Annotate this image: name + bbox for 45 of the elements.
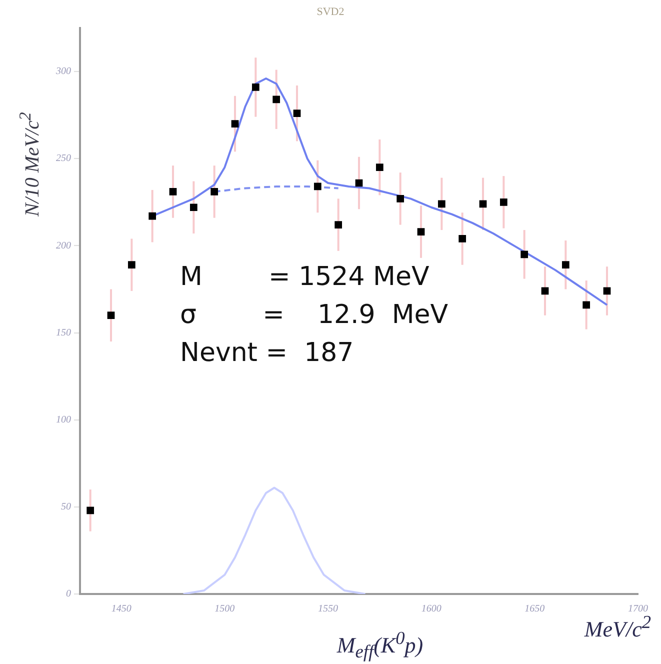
y-tick-label: 0	[66, 588, 71, 600]
point	[355, 179, 363, 187]
point	[479, 200, 487, 208]
y-tick-label: 100	[56, 414, 71, 426]
x-axis-title: M$_{eff}$(K$^{0}$p)	[336, 628, 424, 663]
point	[107, 312, 115, 320]
point	[169, 188, 177, 196]
point	[272, 96, 280, 104]
y-tick-label: 50	[61, 502, 71, 513]
x-tick-label: 1500	[214, 604, 235, 615]
y-tick-label: 300	[55, 66, 71, 78]
x-tick-label: 1650	[524, 604, 545, 615]
point	[396, 194, 404, 202]
point	[562, 261, 570, 269]
y-tick-label: 250	[56, 153, 71, 164]
point	[334, 221, 342, 228]
point	[252, 84, 260, 91]
point	[128, 261, 136, 269]
point	[190, 204, 198, 212]
point	[231, 120, 239, 128]
point	[582, 301, 590, 309]
point	[541, 287, 549, 295]
annotation: M = 1524 MeV	[180, 262, 430, 292]
point	[603, 287, 611, 295]
annotation: σ = 12.9 MeV	[180, 300, 448, 330]
y-tick-label: 150	[56, 327, 71, 338]
point	[293, 110, 301, 118]
point	[438, 200, 446, 208]
point	[86, 506, 94, 514]
point	[314, 182, 322, 190]
point	[376, 164, 384, 172]
y-tick-label: 200	[56, 240, 71, 252]
chart-title: SVD2	[316, 6, 346, 18]
x-tick-label: 1550	[318, 604, 338, 615]
x-tick-label: 1700	[628, 604, 648, 615]
point	[417, 228, 425, 236]
x-tick-label: 1450	[111, 604, 132, 615]
point	[148, 212, 156, 220]
point	[500, 198, 508, 206]
annotation: Nevnt = 187	[180, 338, 354, 368]
point	[458, 235, 466, 242]
x-tick-label: 1600	[421, 604, 442, 615]
text: MeV/c$^{2}$	[584, 612, 651, 642]
point	[210, 188, 218, 196]
point	[520, 250, 528, 258]
